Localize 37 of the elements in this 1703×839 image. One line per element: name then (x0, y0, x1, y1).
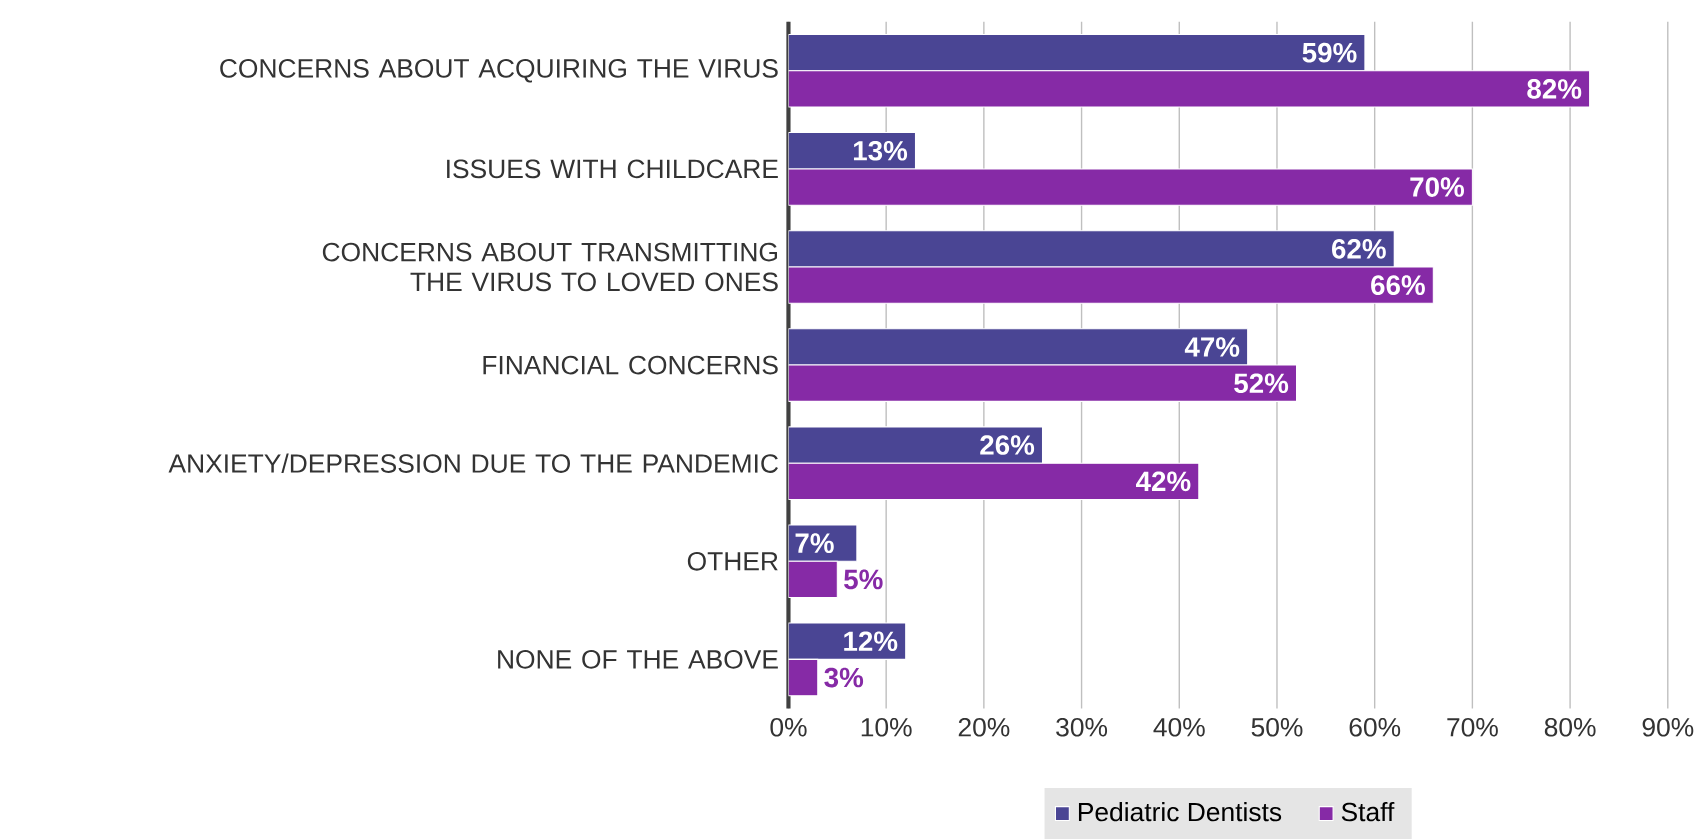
data-label: 66% (1371, 275, 1425, 296)
x-tick-label: 50% (1251, 717, 1303, 737)
data-label: 70% (1410, 177, 1464, 197)
data-label: 13% (853, 140, 908, 161)
data-label: 42% (1136, 471, 1191, 492)
x-tick-label: 60% (1349, 717, 1401, 737)
x-tick-label: 20% (958, 717, 1010, 737)
data-label: 12% (844, 631, 898, 652)
bar (788, 328, 1249, 366)
y-tick-label: FINANCIAL CONCERNS (483, 355, 778, 375)
data-label: 5% (844, 569, 883, 590)
x-tick-label: 0% (770, 717, 807, 737)
x-tick-label: 90% (1642, 717, 1694, 737)
bar (788, 426, 1044, 464)
x-tick-label: 40% (1153, 717, 1205, 737)
data-label: 59% (1302, 42, 1357, 63)
legend-label: Pediatric Dentists (1078, 802, 1282, 822)
data-label: 82% (1527, 79, 1582, 99)
x-tick-label: 80% (1544, 717, 1596, 737)
data-label: 3% (824, 667, 864, 688)
y-tick-label: CONCERNS ABOUT TRANSMITTING THE VIRUS TO LOVED ONES (322, 242, 778, 292)
data-label: 62% (1332, 239, 1386, 259)
data-label: 52% (1234, 373, 1289, 394)
y-tick-label: NONE OF THE ABOVE (498, 650, 778, 669)
x-tick-label: 10% (861, 717, 912, 737)
data-label: 7% (795, 533, 834, 553)
y-tick-label: CONCERNS ABOUT ACQUIRING THE VIRUS (220, 59, 778, 83)
data-label: 47% (1184, 337, 1240, 357)
bar (788, 230, 1395, 268)
bar (788, 34, 1366, 72)
x-tick-label: 70% (1447, 717, 1498, 737)
data-label: 26% (980, 435, 1035, 455)
x-tick-label: 30% (1056, 717, 1108, 737)
legend-label: Staff (1341, 802, 1395, 822)
y-tick-label: OTHER (687, 551, 778, 571)
y-tick-label: ANXIETY/DEPRESSION DUE TO THE PANDEMIC (168, 453, 778, 473)
y-tick-label: ISSUES WITH CHILDCARE (447, 159, 778, 179)
